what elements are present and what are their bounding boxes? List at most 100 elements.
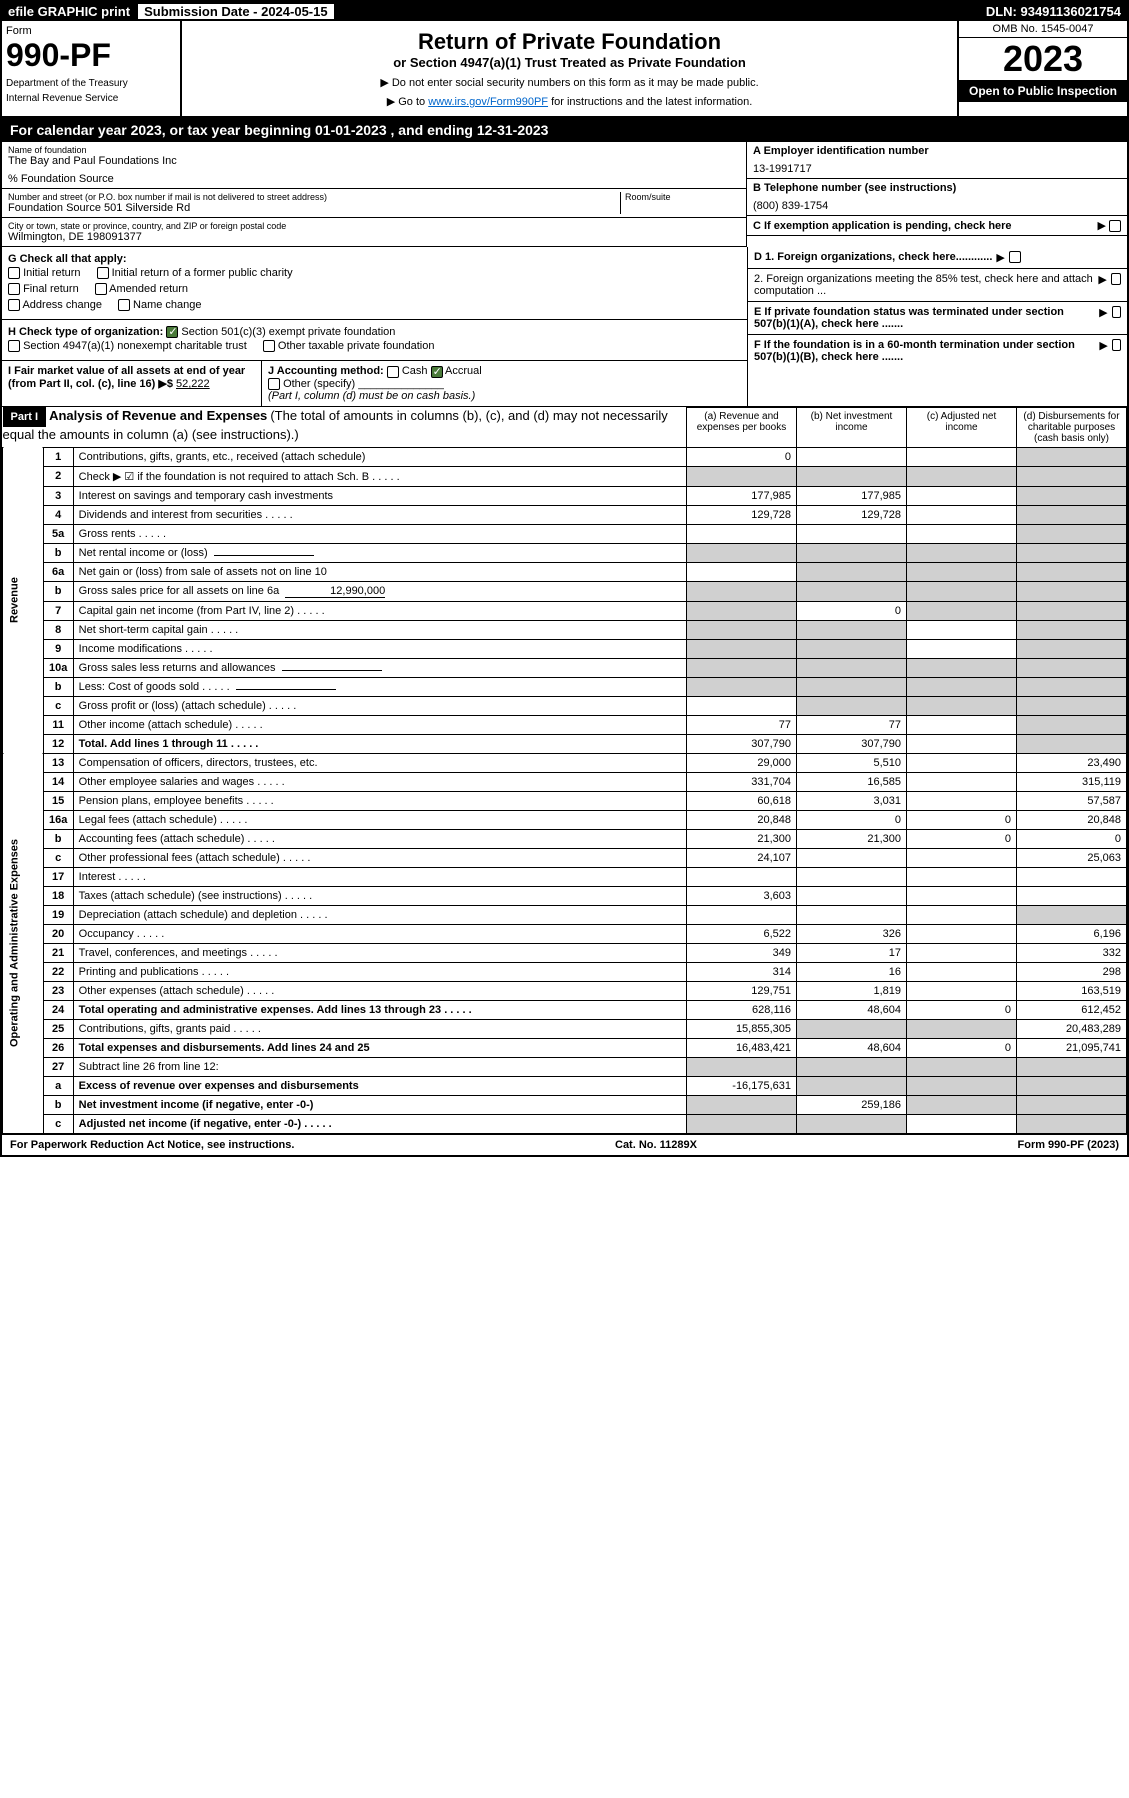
row-num: 10a <box>43 658 73 677</box>
4947-check[interactable] <box>8 340 20 352</box>
cell-b <box>797 1114 907 1133</box>
row-label: Net investment income (if negative, ente… <box>73 1095 686 1114</box>
row-num: 4 <box>43 505 73 524</box>
omb-number: OMB No. 1545-0047 <box>959 21 1127 38</box>
g-label: G Check all that apply: <box>8 253 127 265</box>
j-section: J Accounting method: Cash Accrual Other … <box>262 361 747 405</box>
cell-b <box>797 447 907 466</box>
cell-c: 0 <box>907 829 1017 848</box>
col-a-head: (a) Revenue and expenses per books <box>687 407 797 447</box>
accrual-check[interactable] <box>431 366 443 378</box>
cell-b: 48,604 <box>797 1000 907 1019</box>
row-num: b <box>43 677 73 696</box>
checks-section: G Check all that apply: Initial return I… <box>2 247 1127 407</box>
address-change-check[interactable] <box>8 299 20 311</box>
cell-c <box>907 1076 1017 1095</box>
ij-row: I Fair market value of all assets at end… <box>2 361 747 405</box>
cell-b <box>797 886 907 905</box>
g-section: G Check all that apply: Initial return I… <box>2 247 747 320</box>
cell-b <box>797 848 907 867</box>
cell-c <box>907 696 1017 715</box>
cell-a: 628,116 <box>687 1000 797 1019</box>
d1-check[interactable] <box>1009 251 1021 263</box>
row-label: Other income (attach schedule) . . . . . <box>73 715 686 734</box>
city: Wilmington, DE 198091377 <box>8 231 740 243</box>
cell-a <box>687 696 797 715</box>
row-label: Total operating and administrative expen… <box>73 1000 686 1019</box>
row-num: 26 <box>43 1038 73 1057</box>
cell-c <box>907 924 1017 943</box>
row-label: Depreciation (attach schedule) and deple… <box>73 905 686 924</box>
cell-b: 48,604 <box>797 1038 907 1057</box>
entity-info: Name of foundation The Bay and Paul Foun… <box>2 142 1127 247</box>
501c3-check[interactable] <box>166 326 178 338</box>
d2-check[interactable] <box>1111 273 1121 285</box>
cell-d <box>1017 677 1127 696</box>
row-label: Interest on savings and temporary cash i… <box>73 486 686 505</box>
cell-d <box>1017 658 1127 677</box>
cell-a <box>687 466 797 486</box>
i-section: I Fair market value of all assets at end… <box>2 361 262 405</box>
f-check[interactable] <box>1112 339 1121 351</box>
row-num: 11 <box>43 715 73 734</box>
address: Foundation Source 501 Silverside Rd <box>8 202 620 214</box>
part1-title: Analysis of Revenue and Expenses <box>49 408 267 423</box>
e-check[interactable] <box>1112 306 1121 318</box>
cell-b <box>797 905 907 924</box>
row-label: Travel, conferences, and meetings . . . … <box>73 943 686 962</box>
cell-d: 163,519 <box>1017 981 1127 1000</box>
submission-date: Submission Date - 2024-05-15 <box>138 4 334 19</box>
row-num: 22 <box>43 962 73 981</box>
cell-c <box>907 867 1017 886</box>
cell-a <box>687 1057 797 1076</box>
row-label: Taxes (attach schedule) (see instruction… <box>73 886 686 905</box>
ein-row: A Employer identification number 13-1991… <box>747 142 1127 179</box>
row-label: Capital gain net income (from Part IV, l… <box>73 601 686 620</box>
cell-a <box>687 620 797 639</box>
cell-d <box>1017 505 1127 524</box>
cell-a: 129,728 <box>687 505 797 524</box>
amended-check[interactable] <box>95 283 107 295</box>
cell-d <box>1017 543 1127 562</box>
cell-b: 0 <box>797 810 907 829</box>
c-checkbox[interactable] <box>1109 220 1121 232</box>
cell-b: 326 <box>797 924 907 943</box>
other-taxable-check[interactable] <box>263 340 275 352</box>
cash-check[interactable] <box>387 366 399 378</box>
row-num: 5a <box>43 524 73 543</box>
g-opt-5: Name change <box>133 299 202 311</box>
cell-a: 0 <box>687 447 797 466</box>
cell-a: 29,000 <box>687 753 797 772</box>
final-return-check[interactable] <box>8 283 20 295</box>
other-acct-check[interactable] <box>268 378 280 390</box>
cell-c <box>907 734 1017 753</box>
h-opt-2: Section 4947(a)(1) nonexempt charitable … <box>23 340 247 352</box>
i-value: 52,222 <box>176 378 210 390</box>
g-opt-4: Address change <box>22 299 102 311</box>
cell-c: 0 <box>907 1038 1017 1057</box>
cell-b <box>797 658 907 677</box>
initial-return-check[interactable] <box>8 267 20 279</box>
cell-c <box>907 1057 1017 1076</box>
name-change-check[interactable] <box>118 299 130 311</box>
cell-b: 3,031 <box>797 791 907 810</box>
initial-former-check[interactable] <box>97 267 109 279</box>
g-opt-2: Final return <box>23 283 79 295</box>
telephone: (800) 839-1754 <box>753 200 1121 212</box>
cell-b <box>797 1057 907 1076</box>
cell-d: 315,119 <box>1017 772 1127 791</box>
cell-b: 177,985 <box>797 486 907 505</box>
row-label: Dividends and interest from securities .… <box>73 505 686 524</box>
irs-link[interactable]: www.irs.gov/Form990PF <box>428 96 548 108</box>
cell-a <box>687 867 797 886</box>
c-label: C If exemption application is pending, c… <box>753 220 1012 232</box>
cell-a <box>687 905 797 924</box>
col-c-head: (c) Adjusted net income <box>907 407 1017 447</box>
form-label: Form <box>6 25 176 37</box>
f-label: F If the foundation is in a 60-month ter… <box>754 339 1095 363</box>
cell-c <box>907 543 1017 562</box>
j-cash: Cash <box>402 365 428 377</box>
cell-b: 5,510 <box>797 753 907 772</box>
row-num: 7 <box>43 601 73 620</box>
row-label: Other expenses (attach schedule) . . . .… <box>73 981 686 1000</box>
